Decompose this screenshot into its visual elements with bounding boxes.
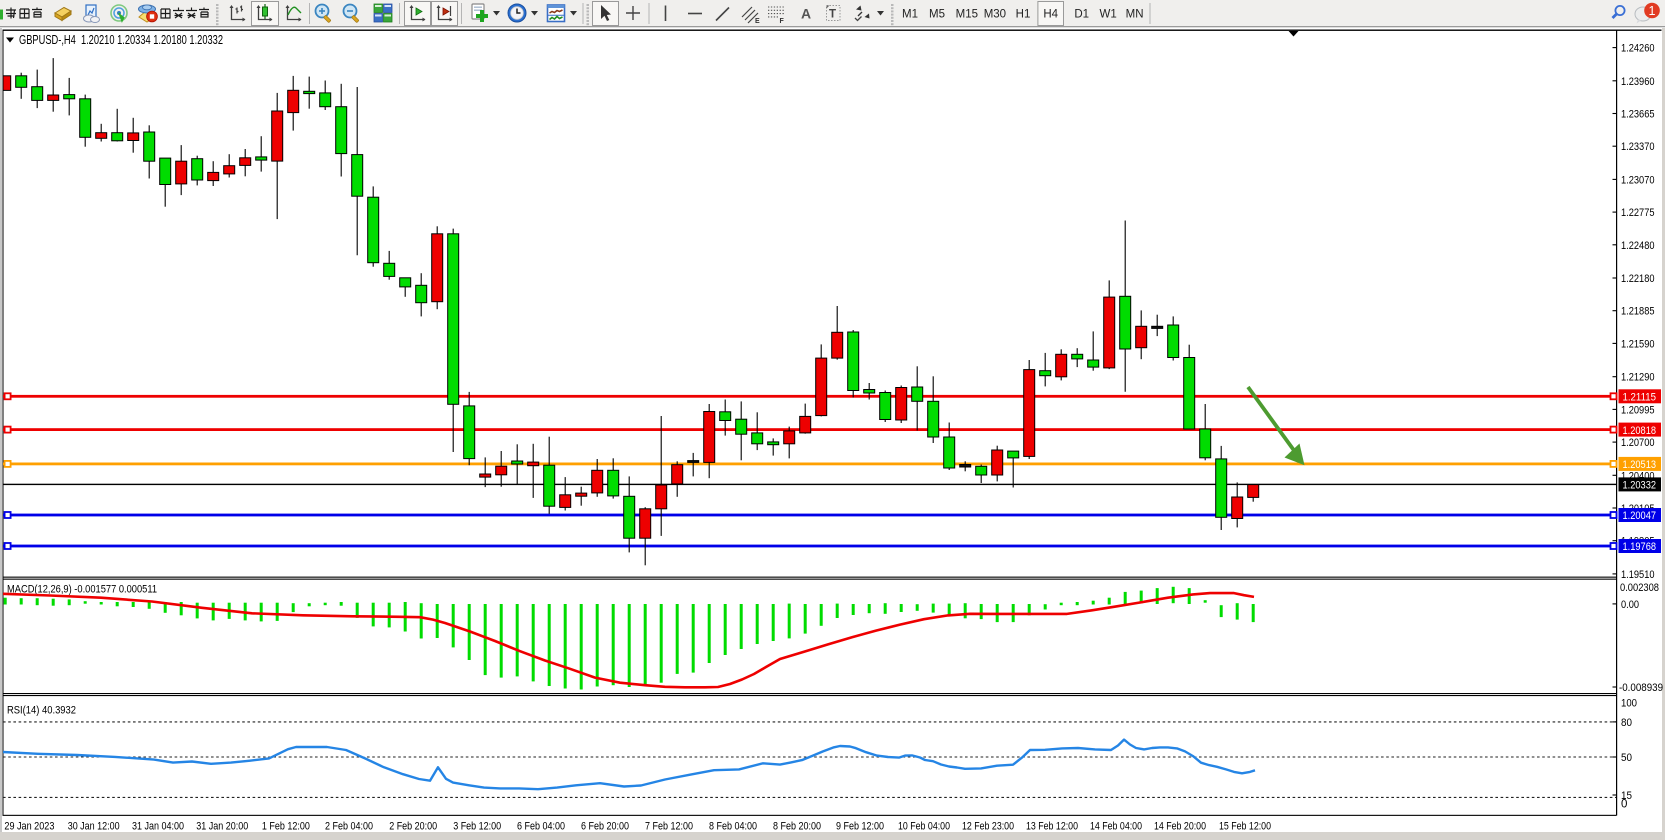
svg-text:MN: MN: [1126, 9, 1144, 21]
svg-text:1.21885: 1.21885: [1621, 306, 1655, 318]
svg-text:1.24260: 1.24260: [1621, 43, 1655, 55]
svg-text:-0.008939: -0.008939: [1619, 682, 1663, 694]
svg-text:1.22775: 1.22775: [1621, 207, 1655, 219]
svg-text:14 Feb 20:00: 14 Feb 20:00: [1154, 821, 1206, 833]
svg-text:12 Feb 23:00: 12 Feb 23:00: [962, 821, 1014, 833]
svg-text:14 Feb 04:00: 14 Feb 04:00: [1090, 821, 1142, 833]
svg-text:RSI(14) 40.3932: RSI(14) 40.3932: [7, 705, 76, 717]
svg-text:1.22180: 1.22180: [1621, 273, 1655, 285]
svg-text:13 Feb 12:00: 13 Feb 12:00: [1026, 821, 1078, 833]
svg-text:1.20995: 1.20995: [1621, 404, 1655, 416]
svg-text:15 Feb 12:00: 15 Feb 12:00: [1219, 821, 1271, 833]
svg-text:8 Feb 04:00: 8 Feb 04:00: [709, 821, 757, 833]
svg-text:31 Jan 04:00: 31 Jan 04:00: [132, 821, 184, 833]
svg-text:M5: M5: [929, 9, 945, 21]
svg-text:H4: H4: [1043, 9, 1058, 21]
svg-text:80: 80: [1621, 717, 1632, 729]
svg-text:H1: H1: [1016, 9, 1031, 21]
svg-text:29 Jan 2023: 29 Jan 2023: [4, 821, 54, 833]
svg-text:1.20818: 1.20818: [1623, 425, 1657, 437]
svg-text:8 Feb 20:00: 8 Feb 20:00: [773, 821, 821, 833]
svg-text:F: F: [780, 18, 785, 25]
svg-text:0.002308: 0.002308: [1620, 582, 1659, 594]
svg-text:1 Feb 12:00: 1 Feb 12:00: [262, 821, 310, 833]
svg-text:1.19768: 1.19768: [1623, 541, 1657, 553]
svg-text:1.21290: 1.21290: [1621, 372, 1655, 384]
svg-text:2 Feb 20:00: 2 Feb 20:00: [389, 821, 437, 833]
svg-text:1.21590: 1.21590: [1621, 338, 1655, 350]
svg-text:10 Feb 04:00: 10 Feb 04:00: [898, 821, 950, 833]
svg-text:9 Feb 12:00: 9 Feb 12:00: [836, 821, 884, 833]
svg-text:M30: M30: [984, 9, 1006, 21]
svg-text:1.20700: 1.20700: [1621, 437, 1655, 449]
svg-text:1.23960: 1.23960: [1621, 76, 1655, 88]
svg-text:1.20332: 1.20332: [1623, 480, 1657, 492]
svg-text:D1: D1: [1074, 9, 1089, 21]
svg-text:T: T: [829, 9, 836, 21]
svg-text:M1: M1: [902, 9, 918, 21]
svg-text:6 Feb 20:00: 6 Feb 20:00: [581, 821, 629, 833]
svg-text:1.20513: 1.20513: [1623, 459, 1657, 471]
svg-text:1.23665: 1.23665: [1621, 109, 1655, 121]
svg-text:W1: W1: [1099, 9, 1116, 21]
svg-text:15: 15: [1621, 790, 1632, 802]
svg-text:1.22480: 1.22480: [1621, 240, 1655, 252]
svg-text:MACD(12,26,9) -0.001577 0.0005: MACD(12,26,9) -0.001577 0.000511: [7, 584, 157, 596]
svg-text:1.20047: 1.20047: [1623, 510, 1657, 522]
svg-text:A: A: [801, 6, 811, 22]
svg-text:2 Feb 04:00: 2 Feb 04:00: [325, 821, 373, 833]
svg-text:1.21115: 1.21115: [1623, 392, 1657, 404]
svg-text:1.23070: 1.23070: [1621, 174, 1655, 186]
svg-text:7 Feb 12:00: 7 Feb 12:00: [645, 821, 693, 833]
svg-text:1.19510: 1.19510: [1621, 569, 1655, 581]
svg-text:50: 50: [1621, 752, 1632, 764]
svg-text:GBPUSD-,H4 1.20210 1.20334 1.: GBPUSD-,H4 1.20210 1.20334 1.20180 1.203…: [19, 33, 223, 47]
svg-text:0: 0: [1621, 799, 1627, 811]
svg-text:E: E: [755, 18, 760, 25]
svg-text:100: 100: [1621, 698, 1637, 710]
svg-text:31 Jan 20:00: 31 Jan 20:00: [196, 821, 248, 833]
svg-text:1: 1: [1649, 4, 1656, 18]
svg-text:1.23370: 1.23370: [1621, 141, 1655, 153]
svg-text:30 Jan 12:00: 30 Jan 12:00: [68, 821, 120, 833]
svg-text:M15: M15: [956, 9, 978, 21]
svg-text:6 Feb 04:00: 6 Feb 04:00: [517, 821, 565, 833]
svg-text:3 Feb 12:00: 3 Feb 12:00: [453, 821, 501, 833]
svg-text:0.00: 0.00: [1621, 599, 1639, 611]
